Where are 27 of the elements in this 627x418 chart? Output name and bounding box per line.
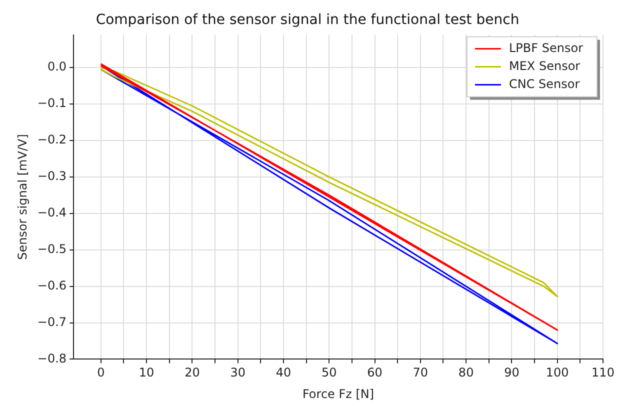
y-tick-label: −0.1 xyxy=(37,96,67,110)
x-tick-label: 40 xyxy=(276,366,292,380)
x-tick-label: 10 xyxy=(138,366,154,380)
y-tick-label: −0.5 xyxy=(37,242,67,256)
y-tick-label: −0.7 xyxy=(37,314,67,329)
x-tick-label: 80 xyxy=(458,366,474,380)
y-tick-label: −0.8 xyxy=(37,351,67,366)
y-tick-label: −0.3 xyxy=(37,169,67,184)
x-tick-label: 0 xyxy=(97,366,105,380)
x-tick-label: 110 xyxy=(592,366,614,380)
chart-title: Comparison of the sensor signal in the functional test bench xyxy=(96,12,520,28)
y-tick-label: −0.4 xyxy=(37,206,67,220)
x-tick-label: 60 xyxy=(367,366,382,380)
legend-label: LPBF Sensor xyxy=(508,40,584,55)
x-tick-label: 30 xyxy=(230,366,246,380)
y-axis-title: Sensor signal [mV/V] xyxy=(15,134,30,260)
x-tick-label: 20 xyxy=(184,366,200,380)
x-tick-label: 70 xyxy=(412,366,428,380)
x-axis-title: Force Fz [N] xyxy=(302,386,374,401)
x-tick-label: 90 xyxy=(504,366,520,380)
x-tick-label: 50 xyxy=(322,366,337,380)
y-tick-label: −0.6 xyxy=(37,278,67,292)
y-tick-label: 0.0 xyxy=(47,60,67,74)
legend-label: CNC Sensor xyxy=(508,76,580,91)
legend-label: MEX Sensor xyxy=(508,58,580,73)
x-tick-label: 100 xyxy=(546,366,569,380)
y-tick-label: −0.2 xyxy=(37,132,67,147)
